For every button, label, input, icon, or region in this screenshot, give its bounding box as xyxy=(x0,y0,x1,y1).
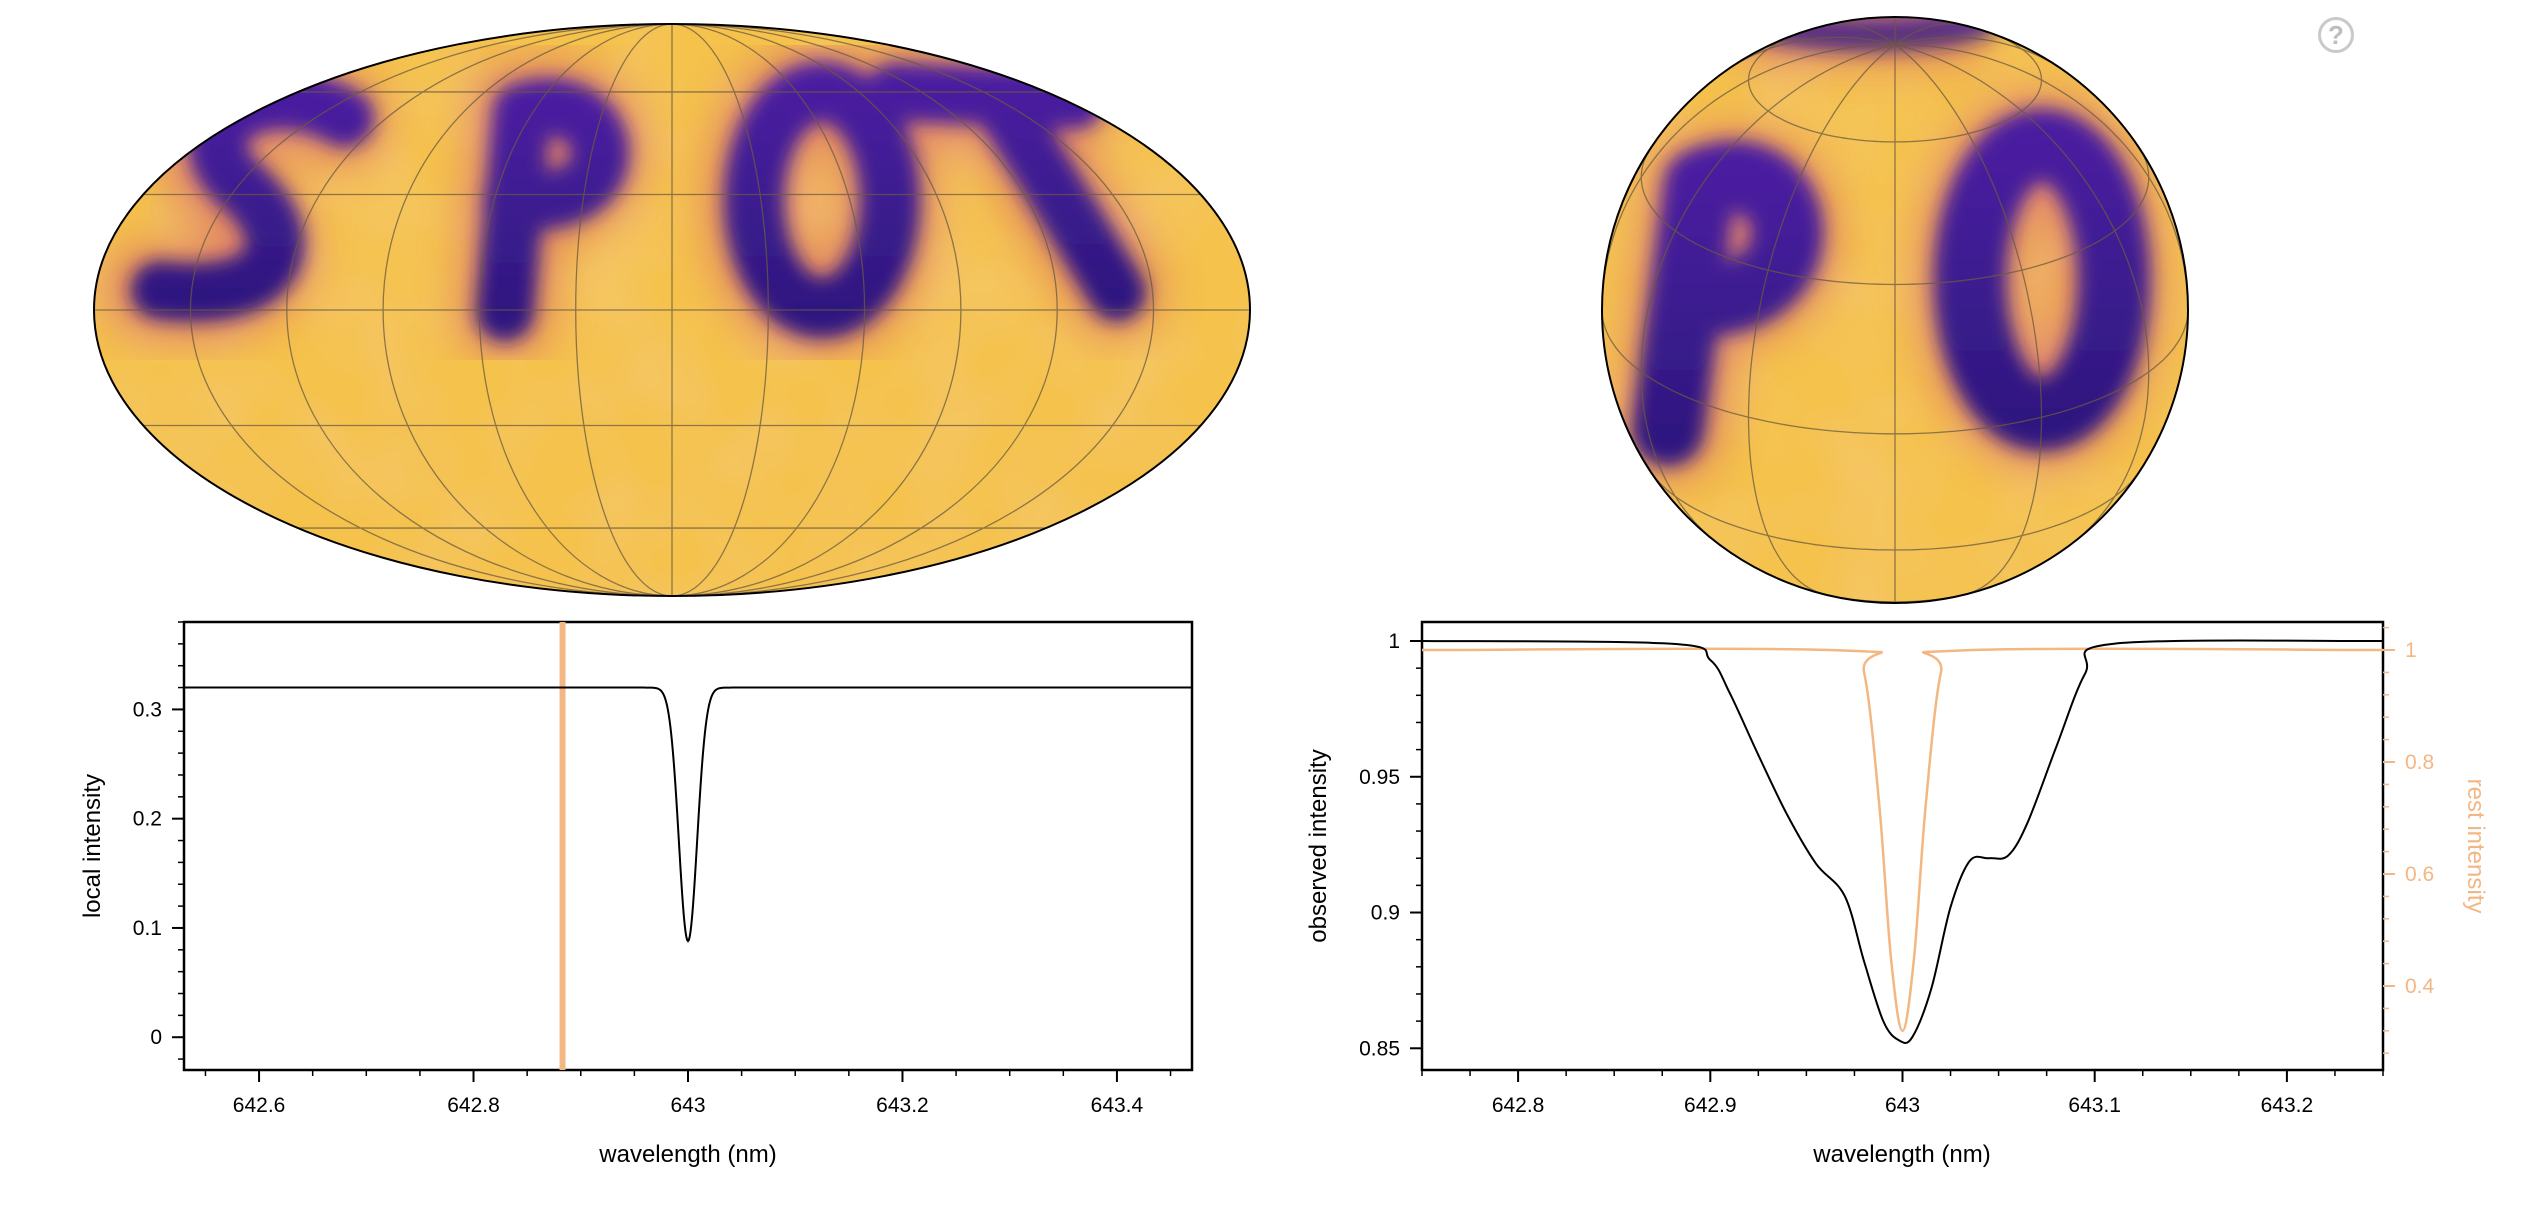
chart2-y-axis: 0.85 0.9 0.95 1 xyxy=(1359,630,1422,1060)
chart2-x-axis: 642.8 642.9 643 643.1 643.2 xyxy=(1421,1070,2384,1117)
chart2-y2tick-tick-label: 0.8 xyxy=(2405,751,2434,774)
orthographic-gridline xyxy=(1602,43,1896,311)
chart1-frame xyxy=(182,620,1194,1072)
chart2-xtick-label: 643.2 xyxy=(2261,1094,2314,1117)
orthographic-gridline xyxy=(1747,43,1896,595)
chart2-xlabel: wavelength (nm) xyxy=(1812,1141,1990,1168)
chart1-xtick-label: 643.4 xyxy=(1091,1094,1144,1117)
chart2-xtick-label: 642.9 xyxy=(1684,1094,1737,1117)
chart2-frame xyxy=(1420,620,2385,1072)
chart2-xtick-label: 643 xyxy=(1885,1094,1920,1117)
observed-intensity-chart: 0.85 0.9 0.95 1 0.4 0.6 0.8 1 642.8 642.9 643 643… xyxy=(1305,620,2489,1168)
chart2-y2tick-tick-label: 0.6 xyxy=(2405,863,2434,886)
chart2-ytick-tick-label: 0.95 xyxy=(1359,766,1400,789)
chart2-ytick-tick-label: 0.9 xyxy=(1371,902,1400,925)
mollweide-letter-t xyxy=(866,63,1146,321)
help-icon[interactable]: ? xyxy=(2318,17,2354,53)
mollweide-map xyxy=(93,23,1251,597)
chart2-rest-line xyxy=(1421,647,2384,1033)
chart1-plot-area xyxy=(184,622,1192,1070)
orthographic-gridline xyxy=(1602,309,2188,435)
mollweide-graticule xyxy=(94,24,1250,596)
chart2-xtick-label: 643.1 xyxy=(2068,1094,2121,1117)
chart2-y2tick-tick-label: 0.4 xyxy=(2405,975,2435,998)
orthographic-outline xyxy=(1601,16,2189,604)
orthographic-gridline xyxy=(1640,150,2150,286)
chart2-y2tick-tick-label: 1 xyxy=(2405,639,2417,662)
chart2-ytick-tick-label: 0.85 xyxy=(1359,1037,1400,1060)
chart2-y2label: rest intensity xyxy=(2462,779,2489,914)
chart1-xtick-label: 643 xyxy=(670,1094,705,1117)
orthographic-graticule xyxy=(1602,17,2188,603)
chart1-xtick-label: 643.2 xyxy=(876,1094,929,1117)
mollweide-letter-p xyxy=(476,78,629,341)
chart1-xtick-label: 642.6 xyxy=(233,1094,286,1117)
local-intensity-chart: 0 0.1 0.2 0.3 642.6 642.8 643 643.2 643.4 wavel… xyxy=(79,620,1194,1168)
orthographic-gridline xyxy=(1894,43,2150,545)
chart2-observed-line xyxy=(1421,639,2384,1045)
chart1-ytick-tick-label: 0.3 xyxy=(133,698,162,721)
chart1-xlabel: wavelength (nm) xyxy=(598,1141,776,1168)
chart1-xtick-label: 642.8 xyxy=(447,1094,500,1117)
orthographic-gridline xyxy=(1894,43,2043,595)
orthographic-gridline xyxy=(1724,36,1896,72)
orthographic-top-band xyxy=(1735,17,1996,52)
chart1-ylabel: local intensity xyxy=(79,774,106,918)
mollweide-outline xyxy=(93,23,1251,597)
chart2-ylabel: observed intensity xyxy=(1305,749,1332,942)
chart1-ytick-tick-label: 0.1 xyxy=(133,917,162,940)
chart2-xtick-label: 642.8 xyxy=(1492,1094,1545,1117)
orthographic-letter-p xyxy=(1632,141,1823,466)
orthographic-gridline xyxy=(1640,43,1896,545)
orthographic-gridline xyxy=(1650,471,2140,551)
orthographic-gridline xyxy=(1747,30,2043,143)
chart1-spectrum-line xyxy=(184,686,1192,943)
chart1-ytick-tick-label: 0.2 xyxy=(133,808,162,831)
orthographic-gridline xyxy=(1894,43,2188,311)
chart2-ytick-tick-label: 1 xyxy=(1388,630,1400,653)
chart1-y-axis: 0 0.1 0.2 0.3 xyxy=(133,621,184,1060)
chart1-ytick-tick-label: 0 xyxy=(150,1026,162,1049)
chart1-x-axis: 642.6 642.8 643 643.2 643.4 xyxy=(204,1070,1172,1117)
orthographic-map xyxy=(1601,16,2189,604)
chart2-y2-axis: 0.4 0.6 0.8 1 xyxy=(2383,626,2435,1054)
orthographic-gridline xyxy=(1894,36,2066,72)
chart2-plot-area xyxy=(1421,639,2384,1045)
